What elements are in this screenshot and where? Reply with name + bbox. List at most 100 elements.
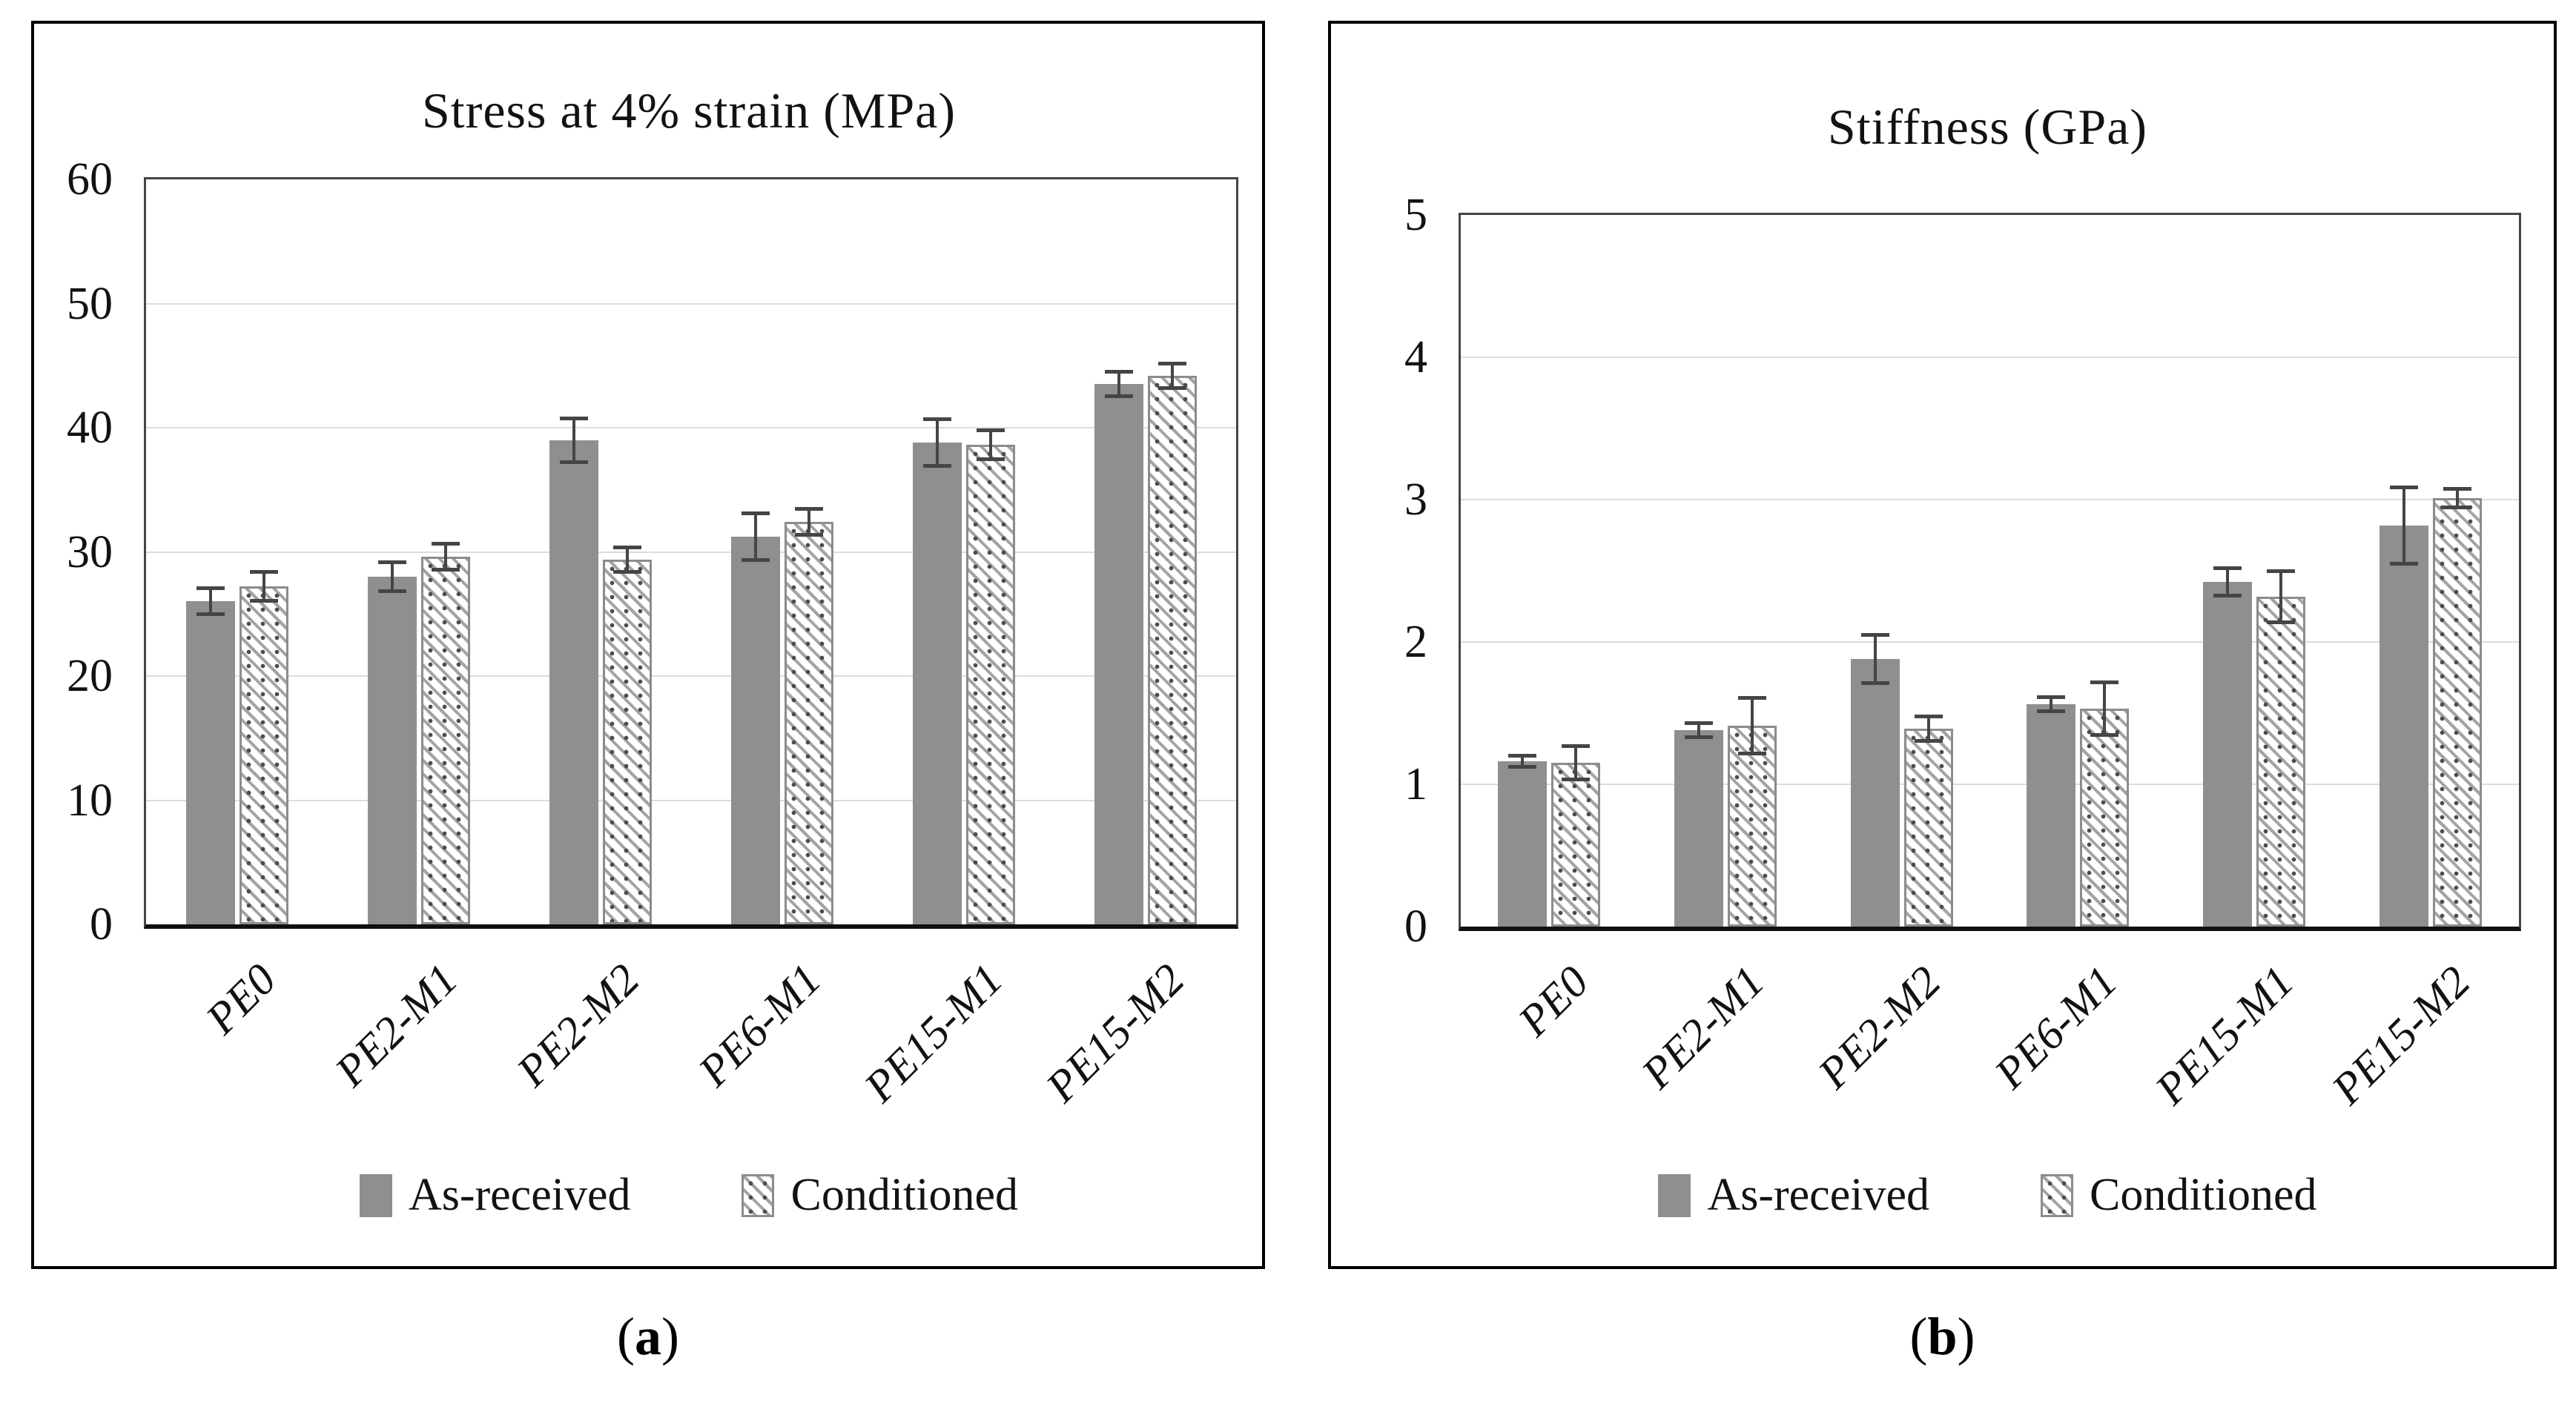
y-tick-label-5: 5	[1404, 190, 1427, 240]
gridline-40	[146, 427, 1236, 428]
error-bar-line-pe2-m1-cond	[1751, 698, 1754, 754]
error-bar-line-pe2-m2-asrec	[572, 418, 575, 463]
x-tick-label-pe2-m2: PE2-M2	[1809, 956, 1950, 1099]
y-tick-label-60: 60	[67, 154, 113, 205]
error-bar-top-cap	[432, 542, 460, 546]
error-bar-bottom-cap	[2037, 709, 2065, 713]
error-bar-line-pe15-m2-cond	[1171, 363, 1174, 388]
legend-label-as-received: As-received	[408, 1170, 631, 1220]
error-bar-bottom-cap	[2443, 506, 2471, 509]
legend-label-conditioned: Conditioned	[2089, 1170, 2317, 1220]
bar-as-received-pe2-m2	[1851, 659, 1900, 927]
bar-conditioned-pe15-m1	[966, 445, 1015, 924]
bar-as-received-pe6-m1	[731, 537, 780, 924]
error-bar-bottom-cap	[923, 464, 951, 468]
error-bar-bottom-cap	[250, 599, 278, 603]
y-tick-label-30: 30	[67, 526, 113, 577]
error-bar-top-cap	[196, 586, 225, 590]
bar-as-received-pe15-m1	[913, 443, 962, 924]
bar-as-received-pe0	[1498, 761, 1547, 927]
chart-b-legend: As-received Conditioned	[1459, 1169, 2517, 1222]
gridline-4	[1461, 357, 2519, 358]
error-bar-top-cap	[2090, 680, 2118, 684]
x-tick-label-pe6-m1: PE6-M1	[1985, 956, 2127, 1099]
error-bar-bottom-cap	[196, 612, 225, 616]
bar-as-received-pe15-m2	[2380, 526, 2428, 927]
x-tick-label-pe2-m2: PE2-M2	[507, 954, 649, 1096]
bar-conditioned-pe2-m1	[1728, 726, 1777, 927]
y-tick-label-0: 0	[90, 899, 113, 950]
error-bar-top-cap	[1685, 721, 1713, 725]
bar-as-received-pe2-m1	[368, 577, 417, 924]
error-bar-bottom-cap	[1685, 735, 1713, 739]
x-tick-label-pe2-m1: PE2-M1	[326, 954, 467, 1096]
chart-a-plot-area: 60 50 40 30 20 10 0 PE0 PE2-M1 PE2-M2 PE6-M1 PE15-M…	[67, 154, 1238, 1111]
error-bar-bottom-cap	[1508, 765, 1536, 769]
legend-item-conditioned: Conditioned	[742, 1169, 1018, 1222]
legend-item-conditioned: Conditioned	[2040, 1169, 2317, 1222]
gridline-2	[1461, 641, 2519, 643]
bar-conditioned-pe15-m2	[1148, 376, 1197, 924]
x-tick-label-pe0: PE0	[1508, 956, 1598, 1046]
conditioned-swatch-icon	[2040, 1173, 2073, 1217]
error-bar-bottom-cap	[795, 533, 823, 537]
error-bar-line-pe2-m1-asrec	[1697, 723, 1700, 738]
error-bar-top-cap	[2037, 695, 2065, 699]
bar-as-received-pe2-m2	[549, 440, 598, 924]
error-bar-line-pe0-cond	[262, 572, 265, 601]
error-bar-top-cap	[2443, 487, 2471, 491]
bar-conditioned-pe6-m1	[2080, 709, 2129, 927]
x-tick-label-pe15-m1: PE15-M1	[2146, 956, 2303, 1114]
bar-as-received-pe2-m1	[1674, 730, 1723, 927]
chart-b-title: Stiffness (GPa)	[1827, 99, 2148, 155]
x-tick-label-pe15-m2: PE15-M2	[2322, 956, 2480, 1114]
error-bar-bottom-cap	[1562, 778, 1590, 781]
y-tick-label-1: 1	[1404, 759, 1427, 809]
y-tick-label-50: 50	[67, 278, 113, 329]
y-tick-label-2: 2	[1404, 617, 1427, 667]
error-bar-top-cap	[1508, 754, 1536, 758]
y-tick-label-0: 0	[1404, 901, 1427, 952]
legend-item-as-received: As-received	[359, 1169, 631, 1222]
error-bar-bottom-cap	[1915, 739, 1943, 743]
bar-conditioned-pe15-m1	[2256, 597, 2305, 927]
bar-conditioned-pe2-m2	[603, 560, 652, 924]
error-bar-line-pe15-m2-cond	[2456, 488, 2459, 508]
error-bar-top-cap	[1158, 362, 1186, 365]
caption-b: (b)	[1909, 1307, 1975, 1366]
error-bar-line-pe15-m2-asrec	[2402, 487, 2405, 564]
error-bar-bottom-cap	[2213, 594, 2242, 597]
error-bar-top-cap	[250, 570, 278, 574]
error-bar-line-pe0-asrec	[209, 588, 212, 615]
error-bar-line-pe6-m1-asrec	[754, 513, 757, 560]
y-tick-label-20: 20	[67, 651, 113, 701]
error-bar-top-cap	[2213, 566, 2242, 570]
gridline-10	[146, 799, 1236, 801]
gridline-30	[146, 551, 1236, 553]
error-bar-top-cap	[560, 417, 588, 420]
error-bar-line-pe0-asrec	[1521, 755, 1524, 767]
y-tick-label-10: 10	[67, 775, 113, 826]
error-bar-top-cap	[2267, 569, 2295, 573]
error-bar-bottom-cap	[378, 589, 406, 593]
error-bar-bottom-cap	[2267, 620, 2295, 624]
gridline-3	[1461, 499, 2519, 500]
error-bar-bottom-cap	[560, 460, 588, 464]
error-bar-bottom-cap	[977, 457, 1005, 461]
error-bar-top-cap	[378, 560, 406, 564]
error-bar-top-cap	[2390, 486, 2418, 489]
error-bar-bottom-cap	[1158, 386, 1186, 390]
conditioned-swatch-icon	[742, 1173, 775, 1217]
y-tick-label-40: 40	[67, 403, 113, 453]
error-bar-line-pe2-m2-asrec	[1874, 635, 1877, 683]
error-bar-bottom-cap	[742, 558, 770, 562]
error-bar-top-cap	[977, 428, 1005, 432]
error-bar-line-pe15-m1-asrec	[936, 419, 939, 466]
gridline-20	[146, 675, 1236, 677]
bar-as-received-pe6-m1	[2027, 704, 2075, 927]
as-received-swatch-icon	[1658, 1173, 1691, 1217]
error-bar-line-pe6-m1-cond	[808, 509, 810, 535]
error-bar-bottom-cap	[1105, 394, 1133, 398]
caption-a-letter: a	[635, 1307, 661, 1366]
y-tick-label-3: 3	[1404, 474, 1427, 525]
